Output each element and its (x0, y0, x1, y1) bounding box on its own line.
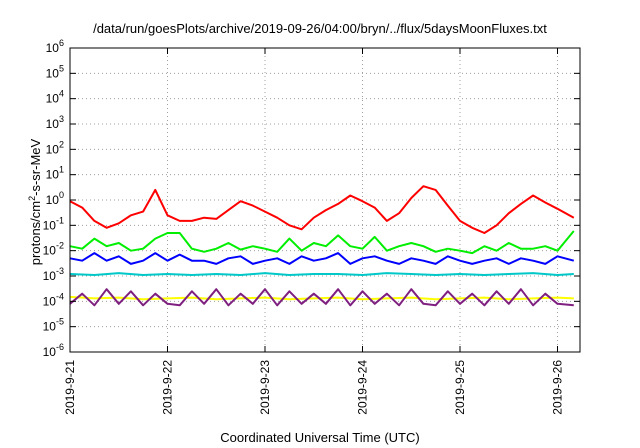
y-tick-label-base: 10 (43, 269, 57, 283)
series-line-6 (69, 288, 574, 307)
y-tick-label-exp: -2 (56, 241, 64, 251)
y-tick-label-base: 10 (43, 294, 57, 308)
series-line-3 (69, 252, 575, 265)
y-tick-label: 106 (46, 38, 64, 55)
y-tick-label-exp: 2 (59, 139, 64, 149)
x-tick-label: 2019-9-22 (161, 360, 175, 415)
y-tick-label-base: 10 (46, 168, 60, 182)
y-tick-label: 101 (46, 165, 64, 182)
y-tick-label: 102 (46, 139, 64, 156)
series-line-1 (69, 185, 575, 234)
y-tick-label-base: 10 (46, 66, 60, 80)
y-tick-label-base: 10 (43, 320, 57, 334)
y-tick-label: 100 (46, 190, 64, 207)
y-tick-label-base: 10 (43, 244, 57, 258)
y-tick-label-base: 10 (46, 193, 60, 207)
y-tick-label-base: 10 (46, 142, 60, 156)
tick-layer: 10610510410310210110010-110-210-310-410-… (43, 38, 580, 415)
x-tick-label: 2019-9-26 (551, 360, 565, 415)
series-line-5 (69, 295, 574, 301)
x-tick-label: 2019-9-25 (453, 360, 467, 415)
y-tick-label-exp: 1 (59, 165, 64, 175)
series-line-4 (69, 272, 574, 276)
y-tick-label-base: 10 (46, 41, 60, 55)
y-tick-label-base: 10 (46, 92, 60, 106)
y-tick-label-exp: 3 (59, 114, 64, 124)
y-tick-label: 10-1 (43, 215, 64, 232)
y-axis-label: protons/cm2-s-sr-MeV (27, 139, 43, 265)
grid-layer (70, 48, 580, 352)
y-tick-label-base: 10 (43, 345, 57, 359)
y-axis-label-prefix: protons/cm (28, 200, 44, 266)
y-axis-label-sup: 2 (26, 195, 37, 201)
chart-title: /data/run/goesPlots/archive/2019-09-26/0… (93, 21, 547, 36)
y-tick-label: 103 (46, 114, 64, 131)
y-tick-label-exp: -1 (56, 215, 64, 225)
y-tick-label-base: 10 (43, 218, 57, 232)
y-tick-label: 10-3 (43, 266, 64, 283)
y-axis-label-suffix: -s-sr-MeV (28, 138, 44, 196)
y-tick-label: 10-4 (43, 291, 64, 308)
y-tick-label-exp: -6 (56, 342, 64, 352)
x-axis-label: Coordinated Universal Time (UTC) (220, 430, 420, 445)
y-tick-label-exp: 0 (59, 190, 64, 200)
series-line-2 (69, 230, 575, 255)
x-tick-label: 2019-9-24 (356, 360, 370, 415)
y-tick-label: 104 (46, 89, 64, 106)
series-layer (69, 185, 575, 307)
x-tick-label: 2019-9-23 (258, 360, 272, 415)
y-tick-label-exp: -5 (56, 317, 64, 327)
y-tick-label: 10-6 (43, 342, 64, 359)
y-tick-label-exp: 4 (59, 89, 64, 99)
y-tick-label-base: 10 (46, 117, 60, 131)
y-tick-label-exp: 5 (59, 63, 64, 73)
y-tick-label: 105 (46, 63, 64, 80)
y-tick-label: 10-2 (43, 241, 64, 258)
y-tick-label-exp: 6 (59, 38, 64, 48)
y-tick-label-exp: -3 (56, 266, 64, 276)
y-tick-label-exp: -4 (56, 291, 64, 301)
x-tick-label: 2019-9-21 (63, 360, 77, 415)
y-tick-label: 10-5 (43, 317, 64, 334)
